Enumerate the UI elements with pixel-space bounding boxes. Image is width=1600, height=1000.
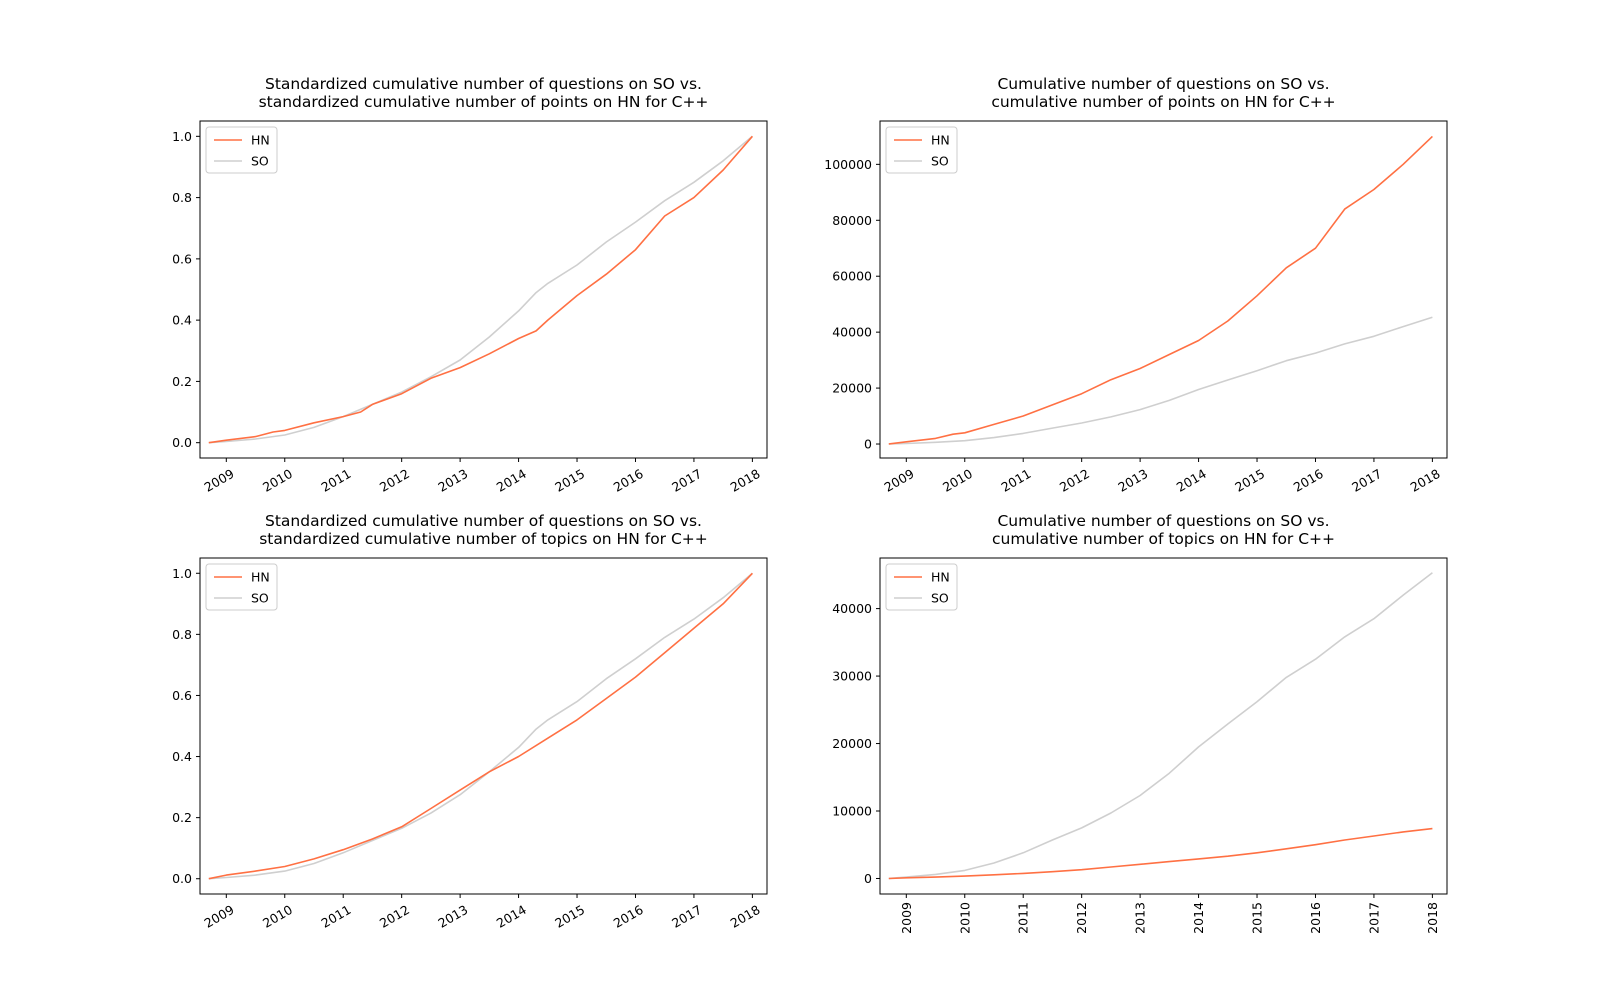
axes-frame (879, 120, 1448, 459)
x-tick-label: 2010 (957, 902, 972, 934)
x-tick-label: 2012 (1074, 902, 1089, 934)
y-tick-label: 30000 (832, 669, 872, 684)
legend-label-so: SO (931, 591, 949, 606)
legend-label-hn: HN (931, 570, 950, 585)
chart-panel-bottom-right: Cumulative number of questions on SO vs.… (832, 512, 1448, 934)
x-tick-label: 2013 (1133, 902, 1148, 934)
series-line-hn (208, 135, 754, 444)
y-tick-label: 0.4 (172, 749, 192, 764)
x-tick-label: 2009 (899, 902, 914, 934)
axes-frame (879, 557, 1448, 895)
legend-label-hn: HN (251, 570, 270, 585)
x-tick-label: 2016 (1308, 902, 1323, 934)
chart-title-line: cumulative number of points on HN for C+… (991, 93, 1335, 111)
chart-title-line: Cumulative number of questions on SO vs. (997, 512, 1329, 530)
legend-label-hn: HN (251, 133, 270, 148)
x-tick-label: 2014 (1191, 902, 1206, 934)
series-line-so (888, 572, 1433, 880)
series-line-hn (888, 827, 1433, 880)
y-tick-label: 0 (864, 437, 872, 452)
y-tick-label: 0.0 (172, 871, 192, 886)
legend: HN SO (205, 126, 278, 174)
legend-label-hn: HN (931, 133, 950, 148)
y-tick-label: 0.2 (172, 374, 192, 389)
y-tick-label: 1.0 (172, 566, 192, 581)
chart-title-line: cumulative number of topics on HN for C+… (992, 530, 1335, 548)
y-tick-label: 20000 (832, 381, 872, 396)
chart-title-line: Cumulative number of questions on SO vs. (997, 75, 1329, 93)
y-tick-label: 0.0 (172, 435, 192, 450)
y-tick-label: 100000 (824, 157, 872, 172)
y-tick-label: 0.2 (172, 810, 192, 825)
y-tick-label: 0.8 (172, 190, 192, 205)
y-tick-label: 1.0 (172, 129, 192, 144)
legend-label-so: SO (931, 154, 949, 169)
y-tick-label: 10000 (832, 804, 872, 819)
x-tick-label: 2011 (1016, 902, 1031, 934)
legend: HN SO (885, 563, 958, 611)
x-tick-label: 2018 (1425, 902, 1440, 934)
chart-panel-bottom-left: Standardized cumulative number of questi… (172, 512, 768, 931)
y-tick-label: 40000 (832, 601, 872, 616)
series-line-hn (888, 135, 1433, 445)
legend: HN SO (885, 126, 958, 174)
y-tick-label: 40000 (832, 325, 872, 340)
chart-title-line: Standardized cumulative number of questi… (265, 75, 702, 93)
series-line-so (888, 316, 1433, 445)
y-tick-label: 20000 (832, 736, 872, 751)
y-tick-label: 80000 (832, 213, 872, 228)
legend: HN SO (205, 563, 278, 611)
legend-label-so: SO (251, 154, 269, 169)
chart-title-line: standardized cumulative number of topics… (259, 530, 708, 548)
series-line-hn (208, 572, 753, 880)
chart-title-line: Standardized cumulative number of questi… (265, 512, 702, 530)
y-tick-label: 0 (864, 871, 872, 886)
axes-frame (199, 120, 768, 459)
series-line-so (208, 135, 753, 444)
y-tick-label: 0.6 (172, 251, 192, 266)
chart-title-line: standardized cumulative number of points… (259, 93, 709, 111)
x-tick-label: 2015 (1250, 902, 1265, 934)
x-tick-label: 2017 (1366, 902, 1381, 934)
y-tick-label: 0.4 (172, 313, 192, 328)
y-tick-label: 60000 (832, 269, 872, 284)
y-tick-label: 0.8 (172, 627, 192, 642)
axes-frame (199, 557, 768, 895)
y-tick-label: 0.6 (172, 688, 192, 703)
legend-label-so: SO (251, 591, 269, 606)
